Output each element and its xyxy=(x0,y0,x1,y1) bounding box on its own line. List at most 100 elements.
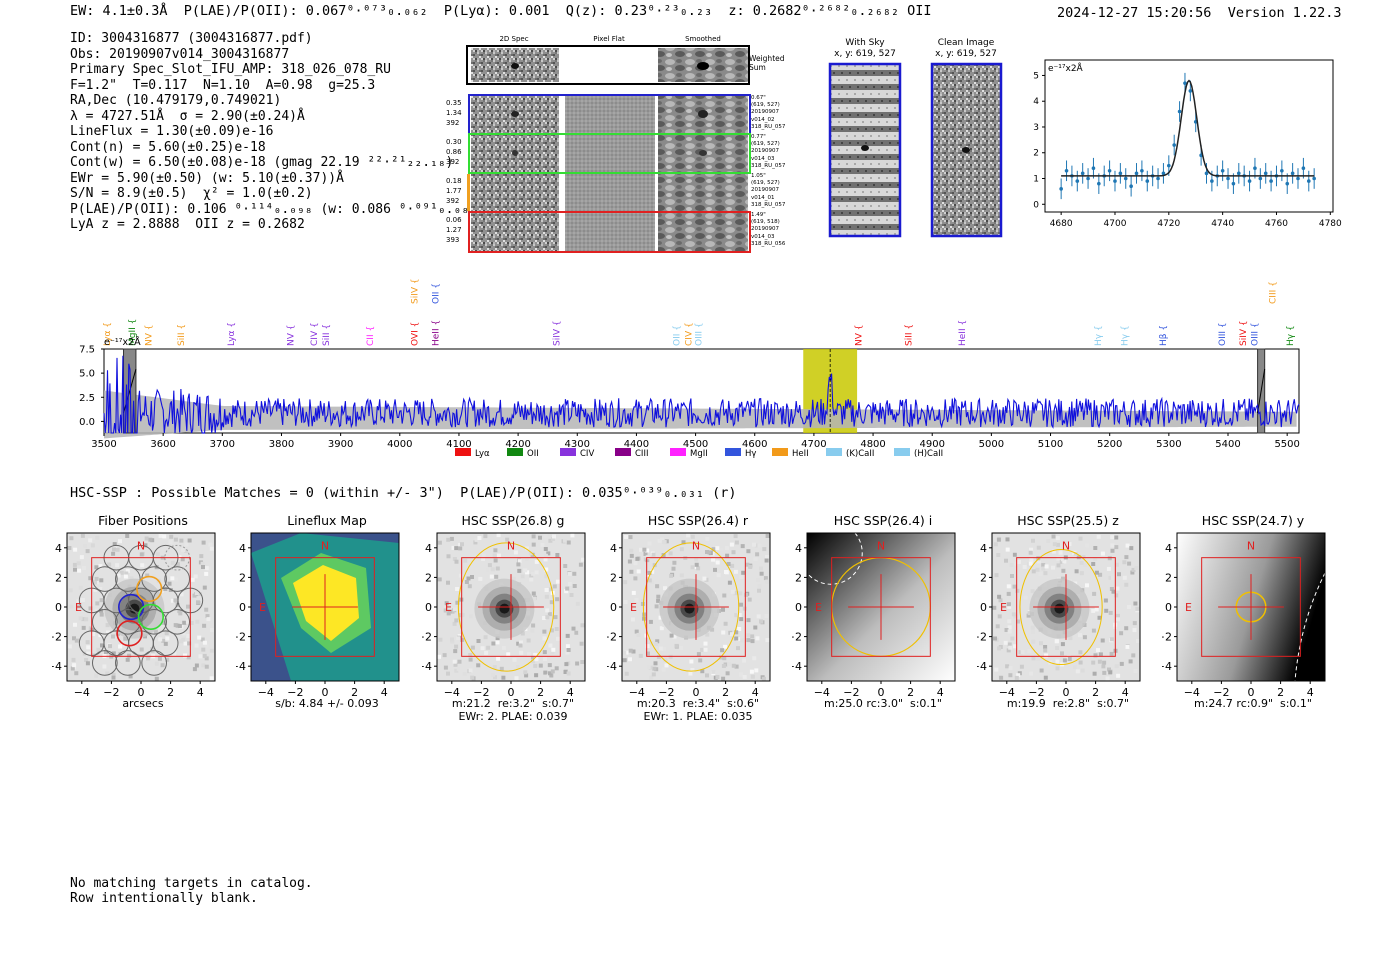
image-pixel xyxy=(473,540,478,545)
image-pixel xyxy=(187,538,192,543)
image-pixel xyxy=(446,554,451,559)
spectrum-ylabel: e⁻¹⁷x2Å xyxy=(104,336,141,348)
image-pixel xyxy=(1111,589,1116,594)
image-pixel xyxy=(154,676,159,681)
line-marker-mgii: MgII { xyxy=(128,319,138,346)
y-tick-label: 0.0 xyxy=(79,417,95,428)
image-pixel xyxy=(705,536,710,541)
image-pixel xyxy=(1098,572,1103,577)
legend-label: CIII xyxy=(635,449,648,459)
line-marker-siiv: SiIV { xyxy=(411,278,421,304)
image-pixel xyxy=(731,550,736,555)
image-pixel xyxy=(655,639,660,644)
image-pixel xyxy=(95,535,100,540)
x-tick-label: 5100 xyxy=(1038,439,1063,450)
legend-label: OII xyxy=(527,449,539,459)
image-pixel xyxy=(105,671,110,676)
cutout-stat: 392 xyxy=(446,119,460,127)
data-point xyxy=(1220,168,1225,173)
image-pixel xyxy=(1106,566,1111,571)
line-marker-hγ: Hγ { xyxy=(1094,325,1104,346)
image-pixel xyxy=(742,658,747,663)
image-pixel xyxy=(722,656,727,661)
clean-image-source xyxy=(962,147,970,153)
image-pixel xyxy=(669,633,674,638)
line-marker-label: HeII { xyxy=(958,320,968,346)
image-pixel xyxy=(81,617,86,622)
image-pixel xyxy=(765,534,770,538)
image-pixel xyxy=(547,612,552,617)
image-pixel xyxy=(1007,642,1012,647)
image-pixel xyxy=(118,539,122,544)
image-pixel xyxy=(722,593,727,598)
image-pixel xyxy=(752,656,757,661)
line-marker-label: Hγ { xyxy=(1094,325,1104,346)
image-pixel xyxy=(646,665,651,669)
cutout-meta-line: (619, 527) xyxy=(751,180,780,187)
image-pixel xyxy=(727,662,732,667)
image-pixel xyxy=(486,645,491,650)
image-pixel xyxy=(204,664,209,669)
image-pixel xyxy=(73,547,78,552)
image-pixel xyxy=(721,664,726,668)
image-pixel xyxy=(105,623,110,628)
image-pixel xyxy=(739,638,744,643)
image-pixel xyxy=(443,608,448,613)
image-pixel xyxy=(179,538,184,543)
image-pixel xyxy=(571,626,576,631)
image-pixel xyxy=(1060,557,1065,562)
image-pixel xyxy=(1031,639,1036,644)
image-pixel xyxy=(737,613,742,617)
image-pixel xyxy=(180,557,185,562)
image-pixel xyxy=(1029,547,1034,552)
image-pixel xyxy=(1062,658,1067,663)
image-pixel xyxy=(524,546,529,551)
image-pixel xyxy=(1058,550,1063,555)
hsc-panel-title: HSC SSP(25.5) z xyxy=(1017,513,1119,528)
cutout-stat: 0.06 xyxy=(446,216,462,224)
image-pixel xyxy=(460,612,465,617)
y-tick-label: 2 xyxy=(425,571,432,584)
image-pixel xyxy=(201,565,205,569)
image-pixel xyxy=(672,560,677,565)
hsc-panel-gradient_y: N E 4 2 0 −2 −4 −4 −2 0 2 4 xyxy=(1162,532,1326,697)
line-fit-plot: e⁻¹⁷x2Å 0 1 2 3 4 5 4680 4700 4720 4740 4760 4780 xyxy=(1033,59,1342,229)
data-point xyxy=(1064,168,1069,173)
cutout-meta-line: 1.05" xyxy=(751,173,766,179)
image-pixel xyxy=(552,534,556,539)
image-pixel xyxy=(483,635,488,640)
cutout-meta-line: v014_03 xyxy=(751,155,775,162)
with-sky-source xyxy=(861,145,869,151)
image-pixel xyxy=(730,589,735,594)
image-pixel xyxy=(750,674,755,679)
col-header-flat: Pixel Flat xyxy=(593,35,625,43)
image-pixel xyxy=(531,534,536,539)
with-sky-coords: x, y: 619, 527 xyxy=(834,49,896,59)
image-pixel xyxy=(202,585,207,590)
col-header-2d: 2D Spec xyxy=(499,35,529,43)
highlight-fiber-circle xyxy=(136,575,163,603)
line-marker-label: SiII { xyxy=(905,324,915,346)
image-pixel xyxy=(452,607,457,612)
image-pixel xyxy=(1136,639,1140,643)
timestamp: 2024-12-27 15:20:56 Version 1.22.3 xyxy=(1057,5,1342,21)
image-pixel xyxy=(1016,619,1021,624)
line-marker-nv: NV { xyxy=(144,325,154,346)
cutout-row-1 xyxy=(468,94,751,135)
image-pixel xyxy=(73,622,77,627)
data-point xyxy=(1236,171,1241,176)
x-tick-label: 4 xyxy=(937,686,944,697)
y-tick-label: 4 xyxy=(239,542,246,555)
image-pixel xyxy=(1092,671,1097,676)
image-pixel xyxy=(152,573,157,578)
image-pixel xyxy=(543,533,548,538)
y-tick-label: −4 xyxy=(422,660,432,673)
image-pixel xyxy=(526,638,531,643)
east-label: E xyxy=(1185,601,1192,614)
hsc-panel-caption-2: EWr: 2. PLAE: 0.039 xyxy=(458,710,568,723)
aperture-ellipse xyxy=(642,542,740,672)
image-pixel xyxy=(493,548,498,553)
image-pixel xyxy=(88,576,93,581)
legend-label: HeII xyxy=(792,449,809,459)
image-pixel xyxy=(542,650,547,655)
